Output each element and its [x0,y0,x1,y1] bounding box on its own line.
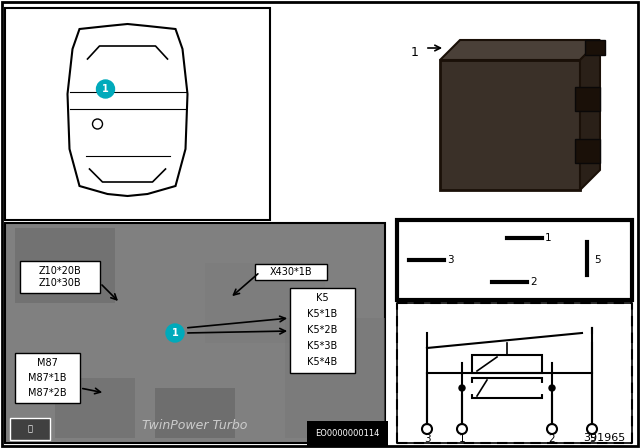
Bar [20,261,100,293]
Circle shape [166,324,184,342]
Circle shape [549,385,555,391]
Polygon shape [440,40,600,60]
Bar [10,418,50,440]
Text: 1: 1 [459,434,465,444]
Bar [575,139,600,163]
Text: 1: 1 [411,46,419,59]
Text: 1: 1 [172,328,179,338]
Polygon shape [67,24,188,196]
Bar [5,8,270,220]
Bar [5,223,385,443]
Text: 2: 2 [530,277,536,287]
Bar [440,60,580,190]
Text: 5: 5 [594,255,600,265]
Bar [585,40,605,55]
Text: 2: 2 [548,434,556,444]
Bar [397,220,632,300]
Text: K5*1B: K5*1B [307,309,337,319]
Text: TwinPower Turbo: TwinPower Turbo [142,418,248,431]
Circle shape [459,385,465,391]
Text: M87*2B: M87*2B [28,388,67,398]
Text: M87*1B: M87*1B [28,373,67,383]
Bar [290,288,355,373]
Bar [15,353,80,403]
Text: 391965: 391965 [583,433,625,443]
Text: EO0000000114: EO0000000114 [316,429,380,438]
Text: Z10*20B: Z10*20B [38,266,81,276]
Text: ⬛: ⬛ [28,425,33,434]
Text: 3: 3 [447,255,454,265]
Polygon shape [580,40,600,190]
Text: K5: K5 [316,293,328,303]
Text: 3: 3 [424,434,430,444]
Text: K5*3B: K5*3B [307,341,337,351]
Text: M87: M87 [36,358,58,368]
Bar [575,87,600,111]
Circle shape [97,80,115,98]
Bar [472,355,542,373]
Text: K5*2B: K5*2B [307,325,337,335]
Bar [397,303,632,443]
Bar [255,264,327,280]
Text: 1: 1 [102,84,109,94]
Text: 5: 5 [589,434,595,444]
Text: X430*1B: X430*1B [269,267,312,277]
Text: Z10*30B: Z10*30B [38,278,81,288]
Bar [472,378,542,398]
Text: 1: 1 [545,233,552,243]
Text: K5*4B: K5*4B [307,357,337,367]
